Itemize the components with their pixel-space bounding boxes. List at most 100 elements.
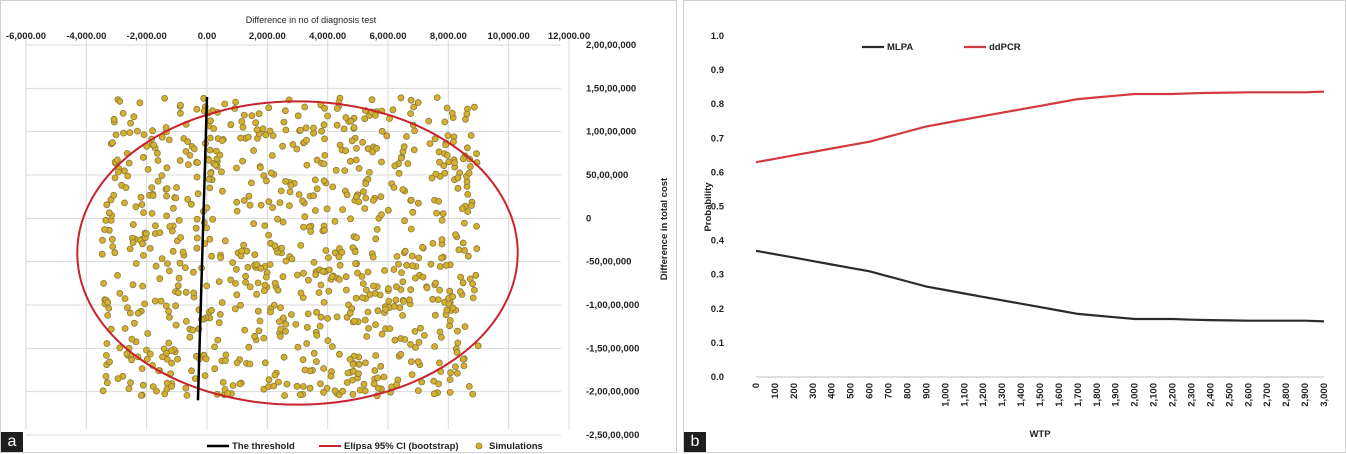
simulation-point (176, 109, 184, 117)
simulation-point (111, 174, 119, 182)
simulation-point (193, 105, 201, 113)
simulation-point (453, 369, 461, 377)
y-tick-label: 1.0 (711, 31, 724, 42)
simulation-point (342, 114, 350, 121)
simulation-point (286, 188, 294, 196)
simulation-point (303, 161, 311, 169)
simulation-point (116, 97, 124, 105)
simulation-point (383, 132, 391, 140)
simulation-point (240, 111, 248, 119)
simulation-point (165, 307, 173, 315)
simulation-point (352, 156, 360, 164)
simulation-point (253, 261, 261, 268)
simulation-point (428, 174, 436, 182)
simulation-point (104, 298, 112, 306)
simulation-point (359, 138, 367, 146)
x-tick-label: 6,000.00 (370, 31, 407, 42)
simulation-point (262, 273, 270, 281)
simulation-point (216, 310, 224, 318)
simulation-point (281, 107, 289, 115)
simulation-point (211, 343, 219, 351)
simulation-point (293, 382, 301, 390)
simulation-point (202, 355, 210, 363)
simulation-point (364, 268, 372, 276)
simulation-point (430, 390, 438, 398)
simulation-point (466, 163, 474, 170)
simulation-point (177, 234, 185, 241)
simulation-point (193, 244, 201, 252)
simulation-point (398, 269, 405, 277)
line-legend: MLPA ddPCR (862, 42, 1021, 53)
simulation-point (393, 252, 401, 260)
x-tick-label: 12,000.00 (548, 31, 590, 42)
simulation-point (294, 343, 302, 351)
simulation-point (186, 151, 194, 159)
simulation-point (454, 184, 462, 192)
y-tick-label: 0.6 (711, 167, 724, 178)
simulation-point (128, 356, 136, 364)
simulation-point (395, 169, 403, 177)
simulation-point (221, 237, 229, 245)
simulation-point (129, 239, 137, 247)
simulation-point (431, 135, 439, 143)
simulation-point (201, 372, 209, 380)
simulation-point (447, 369, 455, 377)
simulation-point (271, 242, 279, 250)
simulation-point (139, 240, 146, 248)
simulation-point (371, 367, 379, 374)
simulation-point (358, 273, 366, 280)
simulation-point (435, 359, 443, 367)
simulation-point (163, 192, 171, 200)
y-tick-label: 50,00,000 (586, 170, 628, 181)
simulation-point (441, 118, 449, 126)
simulation-point (277, 187, 285, 195)
simulation-point (105, 304, 113, 312)
simulation-point (139, 282, 147, 290)
simulation-point (296, 391, 304, 399)
simulation-point (432, 279, 440, 287)
simulation-point (233, 359, 241, 367)
simulation-point (378, 211, 385, 219)
simulation-point (397, 154, 405, 162)
simulation-point (470, 103, 478, 111)
simulation-point (349, 390, 357, 398)
simulation-point (352, 294, 360, 302)
simulation-point (281, 392, 289, 399)
simulation-point (140, 209, 147, 217)
simulation-point (129, 221, 137, 229)
simulation-point (399, 186, 407, 193)
simulation-point (168, 382, 176, 390)
simulation-point (236, 380, 244, 388)
simulation-point (232, 280, 239, 287)
simulation-point (420, 331, 428, 339)
simulation-point (362, 359, 369, 367)
simulation-point (474, 342, 482, 350)
simulation-point (133, 127, 141, 135)
simulation-point (266, 127, 274, 135)
simulation-point (127, 119, 135, 127)
simulation-point (441, 169, 449, 177)
simulation-point (442, 261, 450, 269)
simulation-point (336, 261, 344, 269)
simulation-point (106, 358, 113, 366)
x-tick-label: 500 (846, 383, 857, 399)
simulation-point (210, 125, 218, 132)
simulation-point (279, 218, 287, 226)
simulation-point (301, 213, 309, 221)
simulation-point (372, 235, 380, 243)
simulation-point (443, 306, 451, 314)
simulation-point (271, 279, 279, 287)
y-axis-title: Probability (703, 182, 714, 232)
simulation-point (362, 194, 370, 202)
y-tick-label: 1,50,00,000 (586, 83, 636, 94)
simulation-point (110, 191, 118, 199)
simulation-point (436, 286, 444, 294)
simulation-point (267, 308, 274, 316)
simulation-point (247, 179, 255, 187)
simulation-point (277, 304, 284, 312)
simulation-point (351, 248, 359, 256)
simulation-point (312, 271, 320, 279)
simulation-point (262, 177, 270, 185)
simulation-point (339, 206, 347, 214)
simulation-point (274, 286, 282, 294)
